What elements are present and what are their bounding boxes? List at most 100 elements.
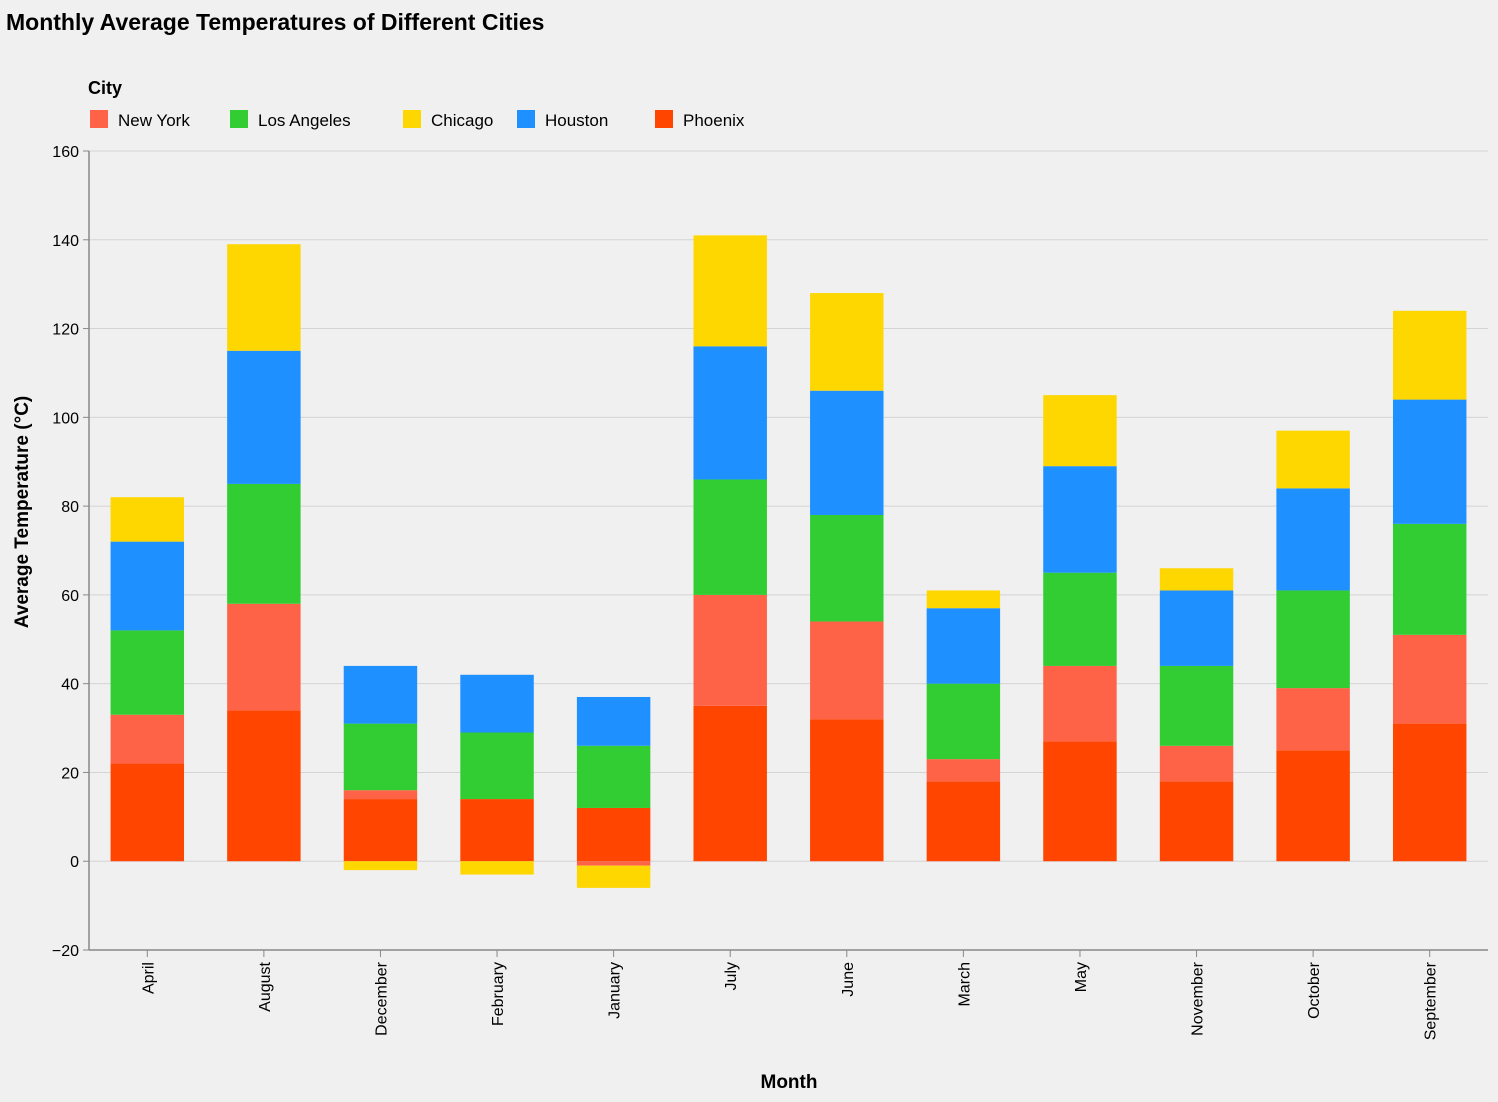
bar-los-angeles-january bbox=[576, 745, 651, 808]
bar-los-angeles-july bbox=[693, 479, 767, 595]
bar-houston-april bbox=[110, 541, 185, 631]
bar-phoenix-january bbox=[576, 807, 651, 862]
y-tick-label: 0 bbox=[70, 854, 79, 871]
bar-phoenix-november bbox=[1159, 781, 1234, 862]
bar-los-angeles-november bbox=[1159, 665, 1234, 746]
chart-title: Monthly Average Temperatures of Differen… bbox=[6, 9, 544, 35]
x-tick-label: July bbox=[723, 962, 740, 990]
bar-los-angeles-october bbox=[1276, 590, 1350, 689]
legend-label: Houston bbox=[545, 111, 608, 130]
bar-chicago-may bbox=[1043, 395, 1117, 467]
bar-new-york-september bbox=[1392, 634, 1467, 724]
x-tick-label: April bbox=[140, 962, 157, 994]
y-tick-label: 80 bbox=[61, 499, 79, 516]
bar-houston-october bbox=[1276, 488, 1350, 591]
bar-chicago-june bbox=[810, 293, 884, 391]
x-axis-title: Month bbox=[761, 1072, 818, 1093]
bar-new-york-march bbox=[926, 759, 1001, 782]
y-tick-label: 40 bbox=[61, 677, 79, 694]
bar-phoenix-march bbox=[926, 781, 1001, 862]
bar-phoenix-june bbox=[810, 719, 884, 862]
bar-chicago-february bbox=[460, 861, 534, 875]
y-tick-label: 120 bbox=[52, 322, 79, 339]
x-tick-label: October bbox=[1306, 961, 1323, 1019]
bar-houston-september bbox=[1392, 399, 1467, 524]
bar-los-angeles-august bbox=[227, 483, 301, 604]
bar-houston-february bbox=[460, 674, 534, 733]
bar-phoenix-may bbox=[1043, 741, 1117, 862]
x-tick-label: June bbox=[840, 962, 857, 997]
x-tick-label: December bbox=[373, 961, 390, 1035]
bar-phoenix-february bbox=[460, 799, 534, 862]
bar-chicago-november bbox=[1159, 568, 1234, 591]
grid bbox=[89, 150, 1488, 951]
x-tick-label: August bbox=[257, 961, 274, 1011]
legend-swatch bbox=[517, 110, 535, 128]
bar-new-york-may bbox=[1043, 665, 1117, 742]
legend-swatch bbox=[90, 110, 108, 128]
x-tick-label: September bbox=[1423, 961, 1440, 1040]
y-tick-label: −20 bbox=[52, 943, 79, 960]
y-tick-label: 160 bbox=[52, 144, 79, 161]
y-tick-label: 60 bbox=[61, 588, 79, 605]
bar-phoenix-august bbox=[227, 710, 301, 862]
legend-swatch bbox=[403, 110, 421, 128]
bar-chicago-april bbox=[110, 497, 185, 542]
bar-phoenix-september bbox=[1392, 723, 1467, 862]
bar-new-york-january bbox=[576, 861, 651, 866]
bar-new-york-december bbox=[343, 790, 418, 800]
bar-new-york-april bbox=[110, 714, 185, 764]
bar-chicago-july bbox=[693, 235, 767, 347]
bar-new-york-october bbox=[1276, 688, 1350, 751]
y-tick-label: 20 bbox=[61, 765, 79, 782]
bar-los-angeles-may bbox=[1043, 572, 1117, 666]
bar-houston-august bbox=[227, 350, 301, 484]
y-axis-title: Average Temperature (°C) bbox=[12, 396, 33, 629]
bar-new-york-july bbox=[693, 594, 767, 706]
legend-label: New York bbox=[118, 111, 190, 130]
bar-chicago-october bbox=[1276, 430, 1350, 489]
legend-title: City bbox=[88, 78, 122, 98]
x-tick-label: May bbox=[1073, 962, 1090, 992]
bar-phoenix-october bbox=[1276, 750, 1350, 862]
bar-houston-march bbox=[926, 608, 1001, 684]
bar-new-york-june bbox=[810, 621, 884, 720]
bar-los-angeles-june bbox=[810, 514, 884, 622]
bar-los-angeles-september bbox=[1392, 523, 1467, 635]
bar-phoenix-december bbox=[343, 799, 418, 862]
bar-los-angeles-april bbox=[110, 630, 185, 715]
bar-houston-november bbox=[1159, 590, 1234, 666]
bar-phoenix-april bbox=[110, 763, 185, 862]
bar-new-york-november bbox=[1159, 745, 1234, 782]
x-tick-label: January bbox=[607, 962, 624, 1019]
y-tick-label: 140 bbox=[52, 233, 79, 250]
bar-houston-june bbox=[810, 390, 884, 515]
bar-chicago-september bbox=[1392, 310, 1467, 400]
legend-swatch bbox=[655, 110, 673, 128]
legend-label: Phoenix bbox=[683, 111, 745, 130]
x-tick-label: March bbox=[956, 962, 973, 1006]
x-tick-label: November bbox=[1190, 961, 1207, 1035]
bar-los-angeles-february bbox=[460, 732, 534, 800]
bar-houston-july bbox=[693, 346, 767, 480]
axes: −20 0 20 40 60 80 100 120 140 160 April August Decem… bbox=[52, 144, 1488, 1040]
x-tick-label: February bbox=[490, 962, 507, 1026]
bar-los-angeles-march bbox=[926, 683, 1001, 760]
y-tick-label: 100 bbox=[52, 410, 79, 427]
bar-los-angeles-december bbox=[343, 723, 418, 791]
legend-label: Chicago bbox=[431, 111, 493, 130]
legend-swatch bbox=[230, 110, 248, 128]
bars bbox=[110, 235, 1467, 888]
legend-label: Los Angeles bbox=[258, 111, 351, 130]
bar-chicago-august bbox=[227, 244, 301, 351]
bar-houston-december bbox=[343, 665, 418, 724]
bar-chicago-december bbox=[343, 861, 418, 871]
bar-houston-january bbox=[576, 696, 651, 746]
bar-chicago-march bbox=[926, 590, 1001, 609]
bar-chicago-january bbox=[576, 865, 651, 888]
bar-new-york-august bbox=[227, 603, 301, 711]
legend: City New York Los Angeles Chicago Houston Ph… bbox=[88, 78, 745, 130]
bar-houston-may bbox=[1043, 466, 1117, 573]
bar-phoenix-july bbox=[693, 705, 767, 862]
